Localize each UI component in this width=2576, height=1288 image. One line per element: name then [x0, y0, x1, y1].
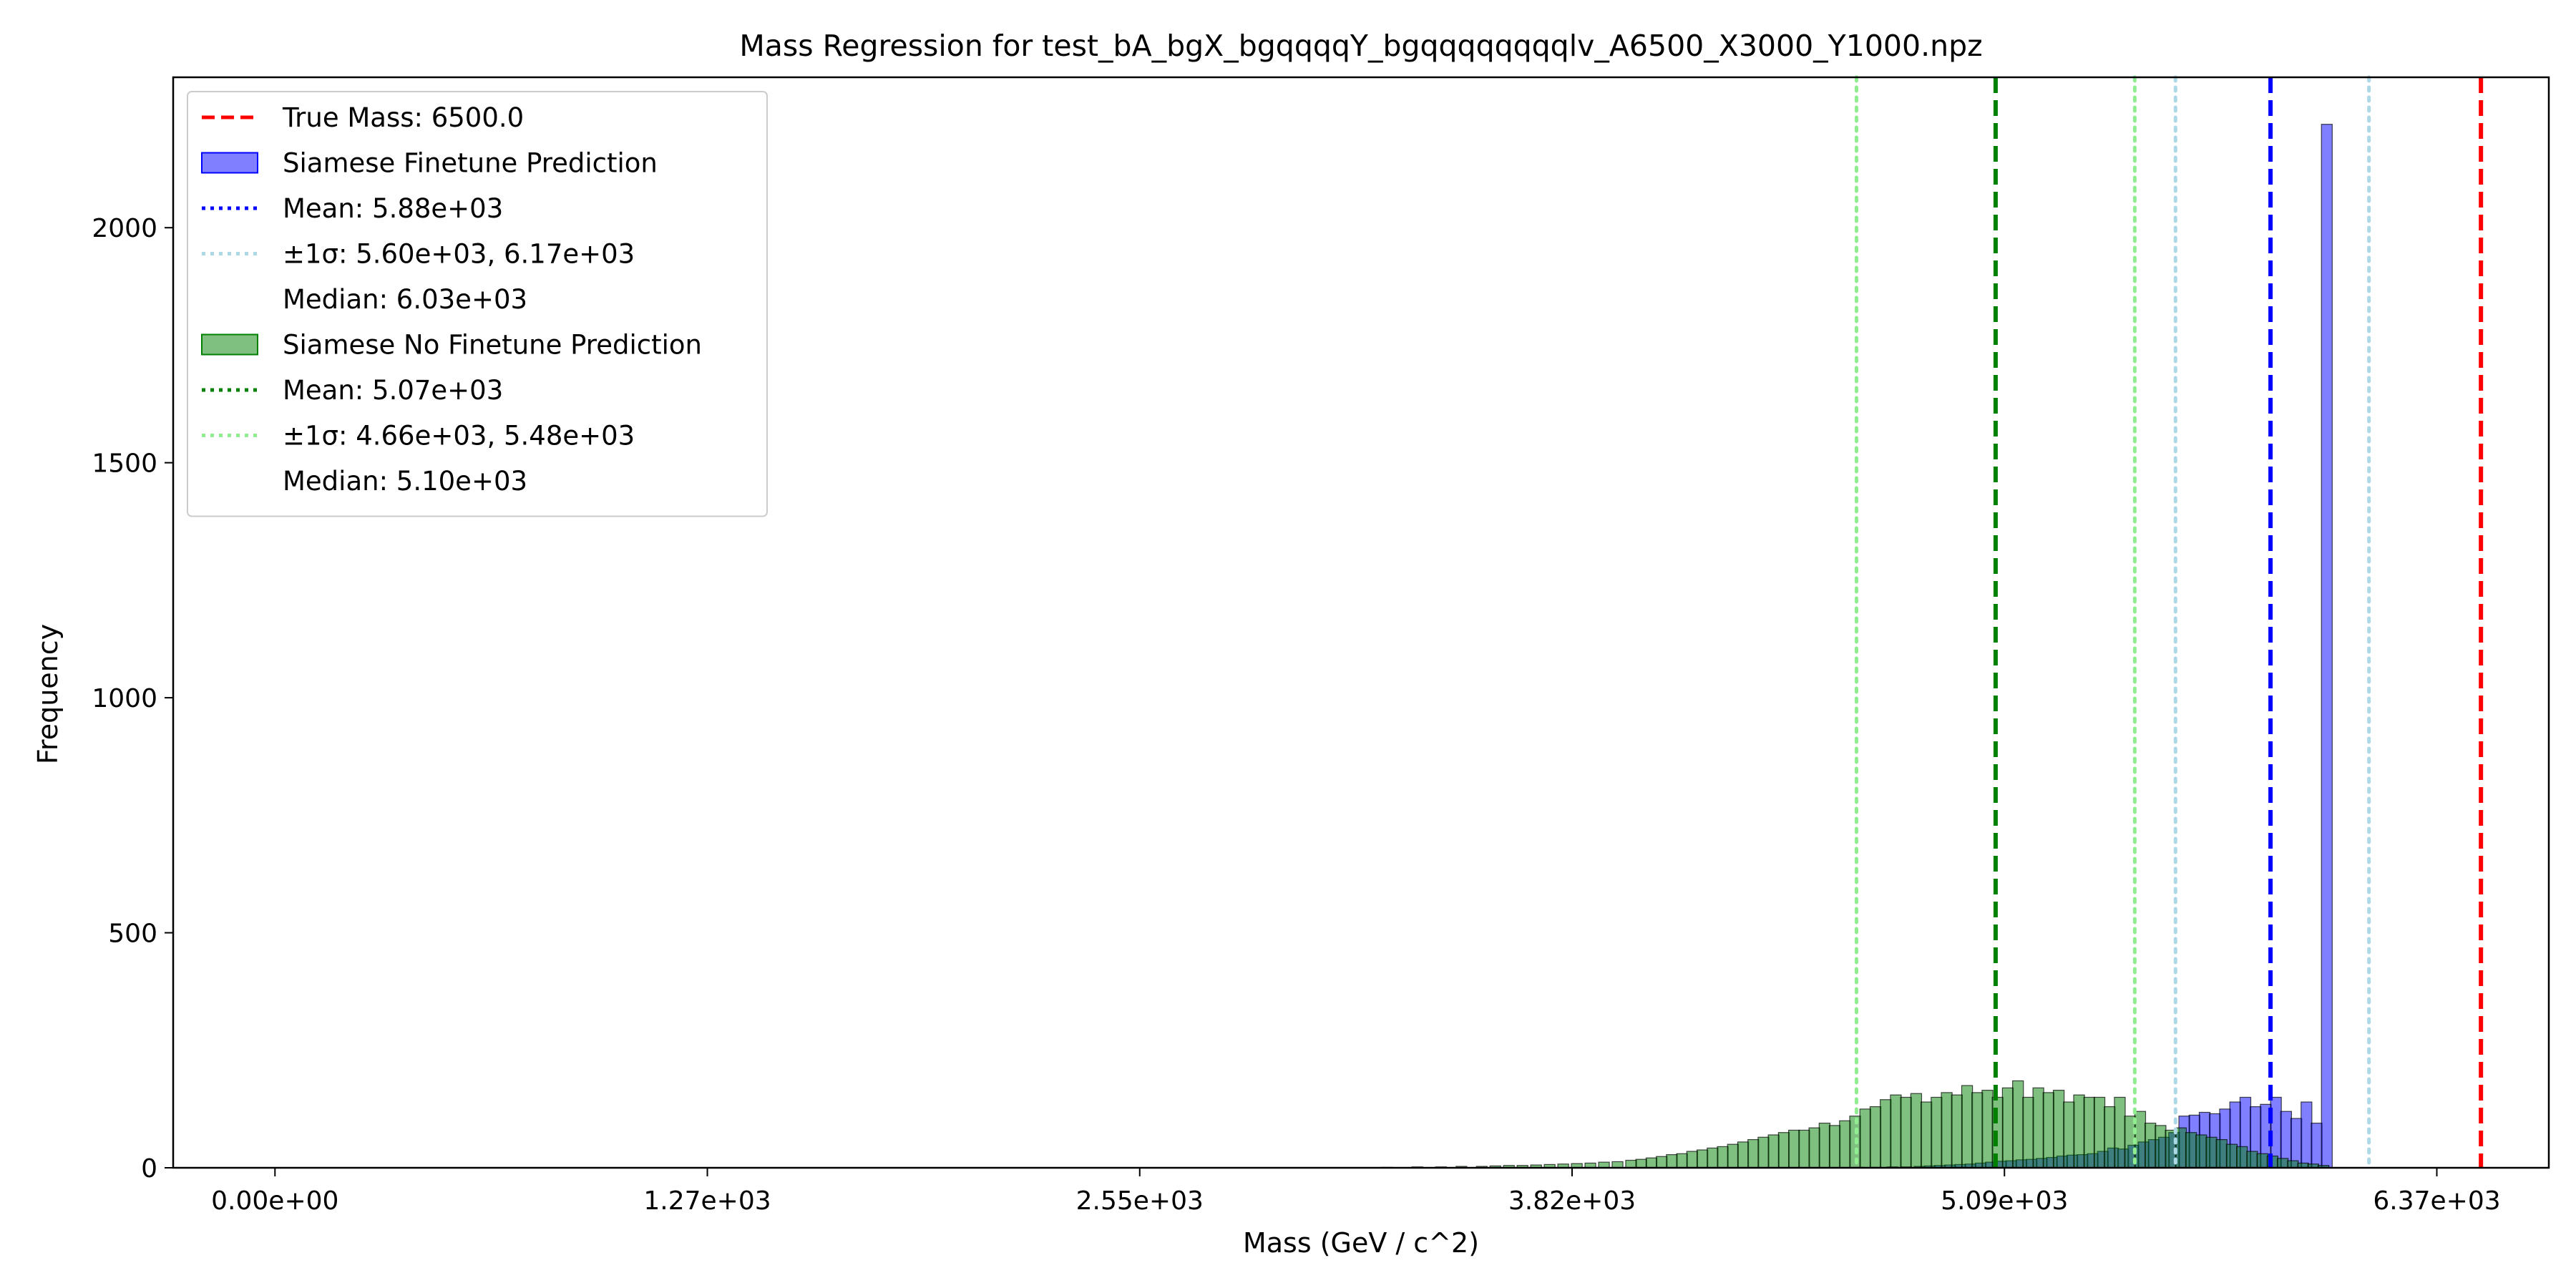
nofinetune-bar-20	[1676, 1153, 1688, 1169]
nofinetune-bar-16	[1635, 1158, 1647, 1169]
nofinetune-bar-41	[1890, 1094, 1902, 1169]
legend-label-8: Median: 5.10e+03	[283, 466, 527, 497]
finetune-bar-44	[2321, 124, 2333, 1169]
legend-label-2: Mean: 5.88e+03	[283, 193, 503, 224]
nofinetune-bar-52	[2001, 1087, 2014, 1169]
nofinetune-bar-34	[1818, 1122, 1831, 1169]
legend-label-1: Siamese Finetune Prediction	[283, 148, 658, 179]
nofinetune-bar-15	[1625, 1159, 1637, 1169]
legend-swatch-5	[201, 333, 258, 356]
legend-label-7: ±1σ: 4.66e+03, 5.48e+03	[283, 421, 635, 452]
legend-label-6: Mean: 5.07e+03	[283, 375, 503, 406]
nofinetune-bar-57	[2052, 1090, 2065, 1169]
nofinetune-bar-56	[2042, 1092, 2055, 1169]
legend-label-0: True Mass: 6500.0	[282, 102, 524, 133]
x-tick-label-5: 6.37e+03	[2373, 1186, 2500, 1216]
nofinetune-bar-25	[1727, 1143, 1739, 1169]
legend-swatch-1	[201, 152, 258, 174]
y-tick-label-4: 2000	[92, 214, 157, 243]
nofinetune-bar-46	[1941, 1092, 1953, 1169]
nofinetune-bar-59	[2073, 1094, 2085, 1169]
nofinetune-bar-18	[1656, 1156, 1668, 1169]
reference-lines	[1854, 75, 2484, 1170]
y-tick-label-2: 1000	[92, 684, 157, 713]
nofinetune-bar-50	[1981, 1090, 1994, 1169]
x-tick-label-2: 2.55e+03	[1076, 1186, 1204, 1216]
y-axis: 0 500 1000 1500 2000	[92, 214, 173, 1184]
nofinetune-bar-43	[1910, 1093, 1923, 1169]
nofinetune-bar-70	[2185, 1132, 2197, 1169]
nofinetune-bar-66	[2145, 1122, 2157, 1169]
nofinetune-bar-58	[2063, 1101, 2075, 1169]
x-axis-label: Mass (GeV / c^2)	[1243, 1227, 1479, 1259]
legend: True Mass: 6500.0 Siamese Finetune Predic…	[187, 91, 768, 517]
nofinetune-bar-79	[2276, 1158, 2289, 1169]
nofinetune-bar-28	[1757, 1136, 1770, 1169]
nofinetune-bar-35	[1828, 1125, 1841, 1169]
finetune-bar-43	[2311, 1122, 2323, 1169]
nofinetune-bar-55	[2032, 1087, 2044, 1169]
nofinetune-bar-32	[1798, 1129, 1810, 1169]
nofinetune-bar-49	[1971, 1092, 1984, 1169]
nofinetune-bar-62	[2104, 1106, 2116, 1169]
legend-box	[187, 91, 768, 517]
y-tick-label-3: 1500	[92, 449, 157, 479]
x-axis: 0.00e+00 1.27e+03 2.55e+03 3.82e+03 5.09e+03…	[211, 1168, 2501, 1216]
nofinetune-bar-38	[1859, 1108, 1871, 1169]
nofinetune-bar-80	[2287, 1160, 2299, 1169]
nofinetune-bar-33	[1808, 1127, 1820, 1169]
nofinetune-bar-47	[1951, 1094, 1963, 1169]
nofinetune-bar-39	[1869, 1106, 1882, 1169]
nofinetune-bar-30	[1777, 1132, 1790, 1169]
legend-label-3: ±1σ: 5.60e+03, 6.17e+03	[283, 239, 635, 270]
nofinetune-bar-31	[1788, 1129, 1800, 1169]
nofinetune-bar-24	[1717, 1146, 1729, 1169]
y-tick-label-0: 0	[141, 1154, 157, 1184]
nofinetune-bar-27	[1747, 1138, 1760, 1169]
nofinetune-bar-75	[2236, 1146, 2248, 1169]
nofinetune-bar-21	[1686, 1151, 1699, 1169]
finetune-bar-42	[2301, 1101, 2313, 1169]
nofinetune-bar-29	[1767, 1134, 1780, 1169]
nofinetune-bar-45	[1931, 1096, 1943, 1169]
nofinetune-bar-60	[2083, 1096, 2095, 1169]
legend-label-5: Siamese No Finetune Prediction	[283, 330, 702, 361]
nofinetune-bar-17	[1645, 1157, 1658, 1169]
y-axis-label: Frequency	[32, 624, 64, 764]
legend-label-4: Median: 6.03e+03	[283, 284, 527, 315]
nofinetune-bar-61	[2093, 1096, 2106, 1169]
nofinetune-bar-72	[2205, 1136, 2218, 1169]
x-tick-label-4: 5.09e+03	[1941, 1186, 2068, 1216]
nofinetune-bar-48	[1961, 1085, 1974, 1169]
nofinetune-bar-14	[1611, 1161, 1624, 1169]
nofinetune-bar-76	[2246, 1151, 2258, 1169]
chart-title: Mass Regression for test_bA_bgX_bgqqqqY_…	[739, 29, 1982, 63]
nofinetune-bar-26	[1737, 1141, 1750, 1169]
x-tick-label-0: 0.00e+00	[211, 1186, 338, 1216]
nofinetune-bar-22	[1696, 1149, 1709, 1169]
nofinetune-bar-54	[2022, 1096, 2034, 1169]
nofinetune-bar-63	[2114, 1096, 2126, 1169]
nofinetune-bar-42	[1900, 1096, 1912, 1169]
nofinetune-bar-77	[2256, 1153, 2268, 1169]
nofinetune-bar-53	[2012, 1080, 2024, 1169]
y-tick-label-1: 500	[108, 919, 157, 949]
nofinetune-bar-67	[2155, 1125, 2167, 1169]
nofinetune-bar-73	[2215, 1138, 2228, 1169]
nofinetune-bar-40	[1880, 1099, 1892, 1169]
nofinetune-bar-74	[2225, 1143, 2238, 1169]
axes-frame	[172, 76, 2550, 1169]
nofinetune-bar-44	[1920, 1101, 1933, 1169]
nofinetune-bar-19	[1666, 1154, 1678, 1169]
nofinetune-bar-71	[2195, 1134, 2207, 1169]
nofinetune-bar-23	[1707, 1147, 1719, 1169]
x-tick-label-1: 1.27e+03	[643, 1186, 771, 1216]
x-tick-label-3: 3.82e+03	[1508, 1186, 1636, 1216]
nofinetune-bar-36	[1839, 1120, 1851, 1169]
